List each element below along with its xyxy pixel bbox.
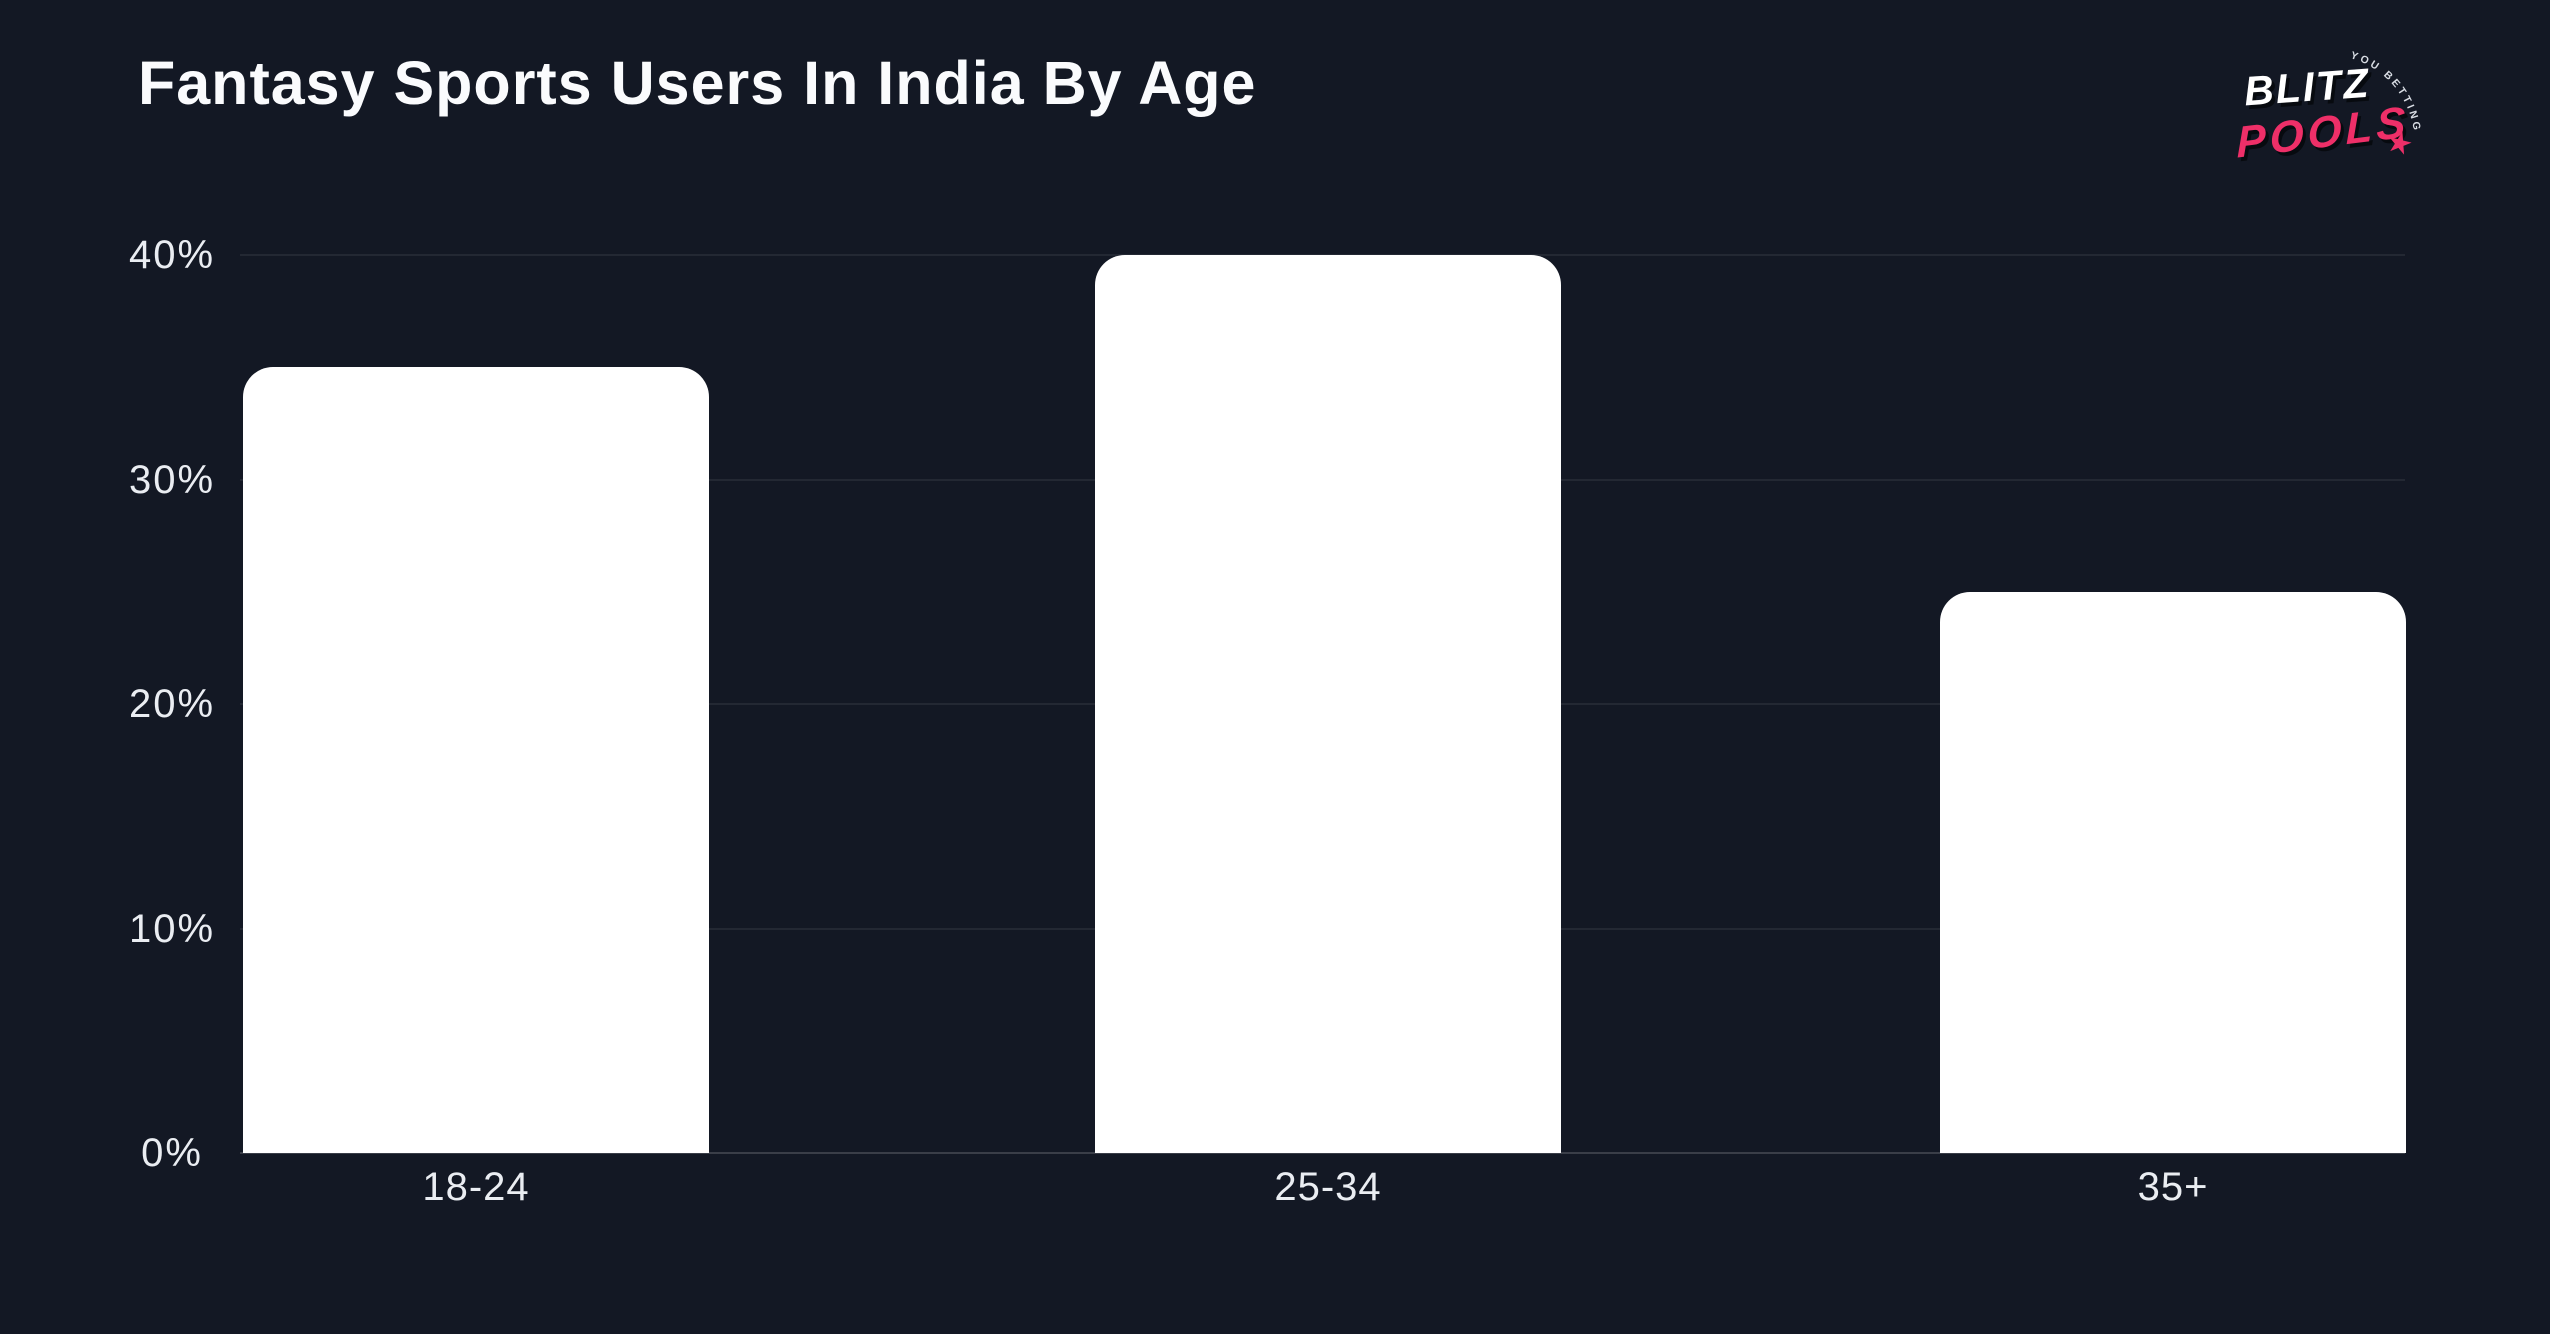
blitzpools-logo: YOU BETTING COACH BLITZ POOLS ★ (2228, 18, 2443, 183)
gridline (240, 1152, 2405, 1154)
x-axis-label: 35+ (2137, 1165, 2209, 1209)
x-axis-label: 18-24 (422, 1165, 530, 1209)
plot-area: 0% 10% 20% 30% 40% 18-24 25-34 35+ (129, 233, 2406, 1209)
y-tick-label: 0% (141, 1131, 203, 1175)
x-axis-label: 25-34 (1274, 1165, 1382, 1209)
page-title: Fantasy Sports Users In India By Age (138, 49, 1257, 117)
bar-18-24 (243, 367, 709, 1153)
y-tick-label: 40% (128, 233, 216, 277)
bar-35+ (1940, 592, 2406, 1153)
logo-tagline-arc: YOU BETTING COACH (2228, 18, 2420, 134)
y-tick-label: 30% (128, 457, 216, 502)
bar-25-34 (1095, 255, 1561, 1153)
y-tick-label: 10% (128, 906, 216, 951)
y-tick-label: 20% (128, 682, 216, 726)
